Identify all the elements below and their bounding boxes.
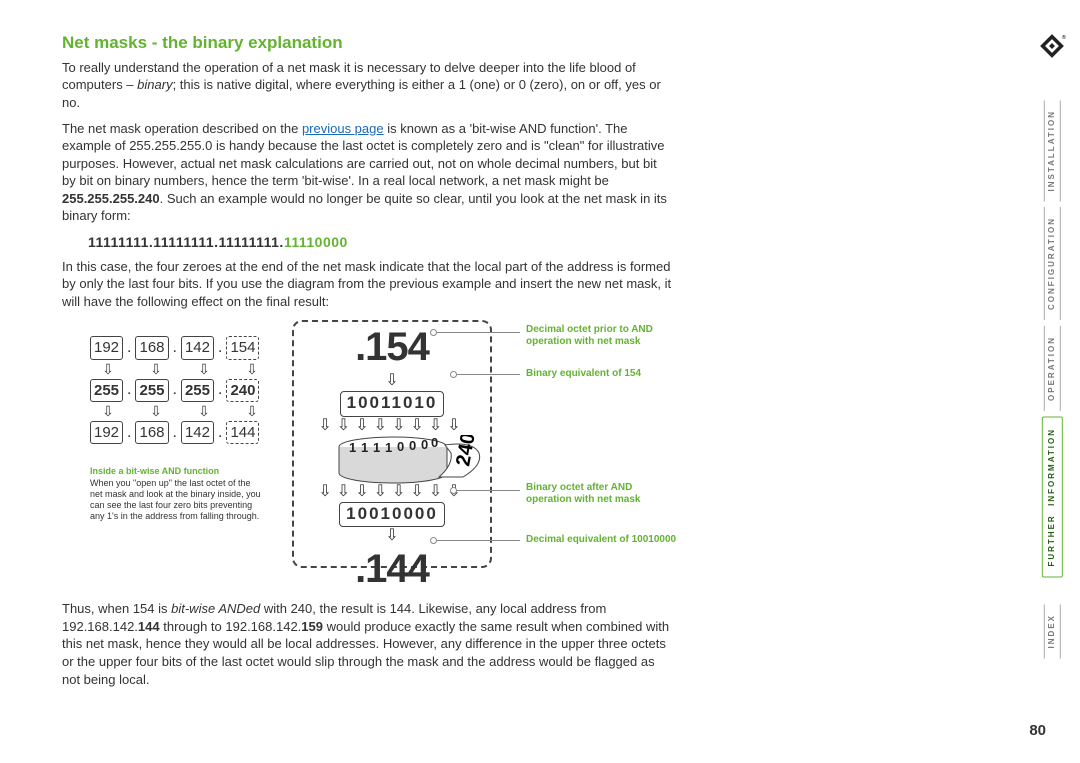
diagram-area: 192 . 168 . 142 . 154 ⇩ ⇩ ⇩ ⇩ 255 . 255 … (62, 318, 672, 588)
tab-installation[interactable]: INSTALLATION (1044, 100, 1061, 201)
down-arrow-icon: ⇩ (138, 360, 174, 379)
ip-column: 192 . 168 . 142 . 154 ⇩ ⇩ ⇩ ⇩ 255 . 255 … (90, 336, 270, 444)
footnote-body: When you "open up" the last octet of the… (90, 478, 265, 523)
svg-text:0: 0 (421, 437, 428, 452)
octet: 154 (226, 336, 259, 359)
page-content: Net masks - the binary explanation To re… (0, 0, 740, 728)
page-title: Net masks - the binary explanation (62, 32, 672, 55)
arrow-row: ⇩ ⇩ ⇩ ⇩ (90, 402, 270, 421)
svg-text:1: 1 (373, 440, 380, 455)
tab-operation[interactable]: OPERATION (1044, 326, 1061, 411)
octet: 144 (226, 421, 259, 444)
para-1: To really understand the operation of a … (62, 59, 672, 112)
svg-text:®: ® (1062, 34, 1066, 41)
svg-text:1: 1 (385, 440, 392, 455)
mask-row: 255 . 255 . 255 . 240 (90, 379, 270, 402)
svg-text:1: 1 (349, 440, 356, 455)
down-arrow-icon: ⇩ (186, 360, 222, 379)
para-3: In this case, the four zeroes at the end… (62, 258, 672, 311)
footnote-heading: Inside a bit-wise AND function (90, 466, 265, 477)
logo-icon: ® (1038, 32, 1066, 60)
annot-binary-out: Binary octet after AND operation with ne… (526, 482, 640, 506)
sidebar: ® INSTALLATION CONFIGURATION OPERATION F… (1038, 32, 1066, 672)
annot-binary-in: Binary equivalent of 154 (526, 368, 641, 380)
para-4: Thus, when 154 is bit-wise ANDed with 24… (62, 600, 672, 688)
down-arrow-icon: ⇩ (90, 360, 126, 379)
down-arrow-icon: ⇩ (90, 402, 126, 421)
tab-index[interactable]: INDEX (1044, 604, 1061, 658)
octet: 142 (181, 336, 214, 359)
tab-configuration[interactable]: CONFIGURATION (1044, 207, 1061, 320)
tab-column: INSTALLATION CONFIGURATION OPERATION FUR… (1042, 100, 1063, 658)
octet: 192 (90, 336, 123, 359)
octet: 240 (226, 379, 259, 402)
binary-in: 10011010 (340, 391, 445, 417)
annot-decimal-out: Decimal equivalent of 10010000 (526, 534, 676, 546)
down-arrows-icon: ⇩⇩⇩⇩⇩⇩⇩⇩ (294, 485, 490, 499)
para-2: The net mask operation described on the … (62, 120, 672, 225)
svg-text:1: 1 (361, 440, 368, 455)
octet: 255 (181, 379, 214, 402)
expanded-octet: .154 ⇩ 10011010 ⇩⇩⇩⇩⇩⇩⇩⇩ 1111 0000 240 ⇩… (292, 320, 492, 568)
down-arrow-icon: ⇩ (294, 374, 490, 388)
octet: 168 (135, 336, 168, 359)
page-number: 80 (1029, 721, 1046, 741)
octet: 255 (135, 379, 168, 402)
binary-out: 10010000 (339, 502, 445, 528)
octet: 168 (135, 421, 168, 444)
binary-netmask: 11111111.11111111.11111111.11110000 (88, 233, 672, 252)
svg-text:0: 0 (397, 439, 404, 454)
svg-text:0: 0 (409, 438, 416, 453)
svg-text:0: 0 (431, 435, 438, 450)
octet: 192 (90, 421, 123, 444)
decimal-in: .154 (294, 320, 490, 374)
tab-further-information[interactable]: FURTHER INFORMATION (1042, 417, 1063, 578)
down-arrow-icon: ⇩ (186, 402, 222, 421)
mask-drum: 1111 0000 240 (333, 435, 451, 483)
octet: 255 (90, 379, 123, 402)
ip-in-row: 192 . 168 . 142 . 154 (90, 336, 270, 359)
down-arrows-icon: ⇩⇩⇩⇩⇩⇩⇩⇩ (294, 419, 490, 433)
down-arrow-icon: ⇩ (138, 402, 174, 421)
down-arrow-icon: ⇩ (234, 360, 270, 379)
octet: 142 (181, 421, 214, 444)
annot-decimal-in: Decimal octet prior to AND operation wit… (526, 324, 653, 348)
decimal-out: .144 (294, 542, 490, 596)
previous-page-link[interactable]: previous page (302, 121, 384, 136)
down-arrow-icon: ⇩ (234, 402, 270, 421)
ip-out-row: 192 . 168 . 142 . 144 (90, 421, 270, 444)
footnote: Inside a bit-wise AND function When you … (90, 466, 265, 522)
arrow-row: ⇩ ⇩ ⇩ ⇩ (90, 360, 270, 379)
